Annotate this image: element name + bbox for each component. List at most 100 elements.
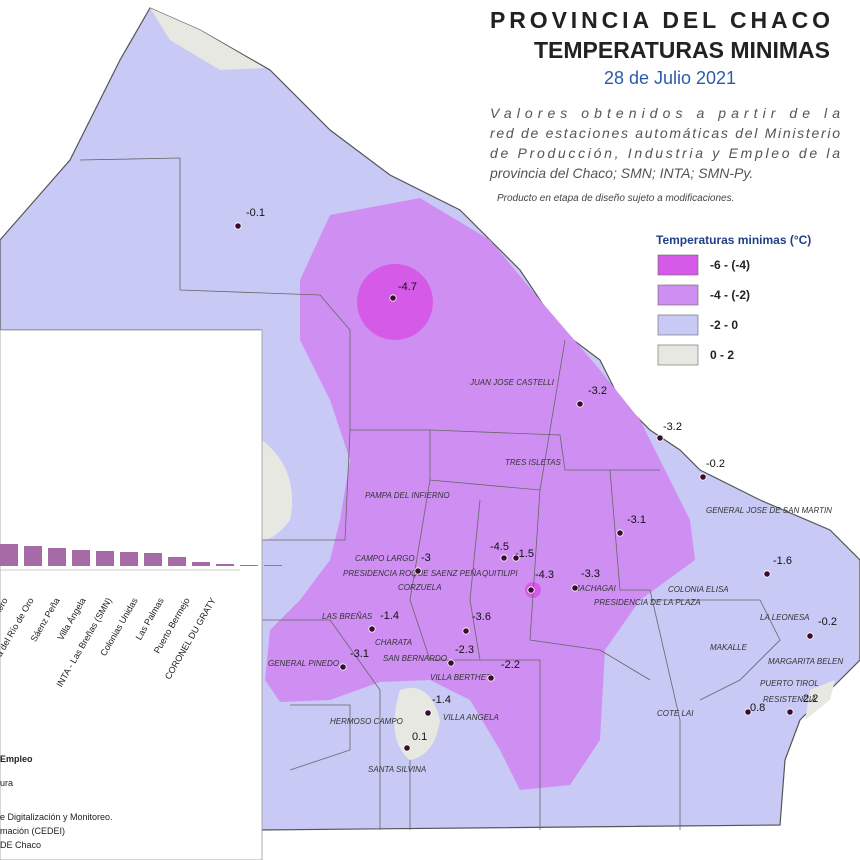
place-label: MACHAGAI [573, 584, 616, 593]
warm-zone [150, 8, 265, 70]
place-label: PRESIDENCIA ROQUE SAENZ PEÑA [343, 569, 481, 578]
station-dot [339, 663, 347, 671]
station-dot [616, 529, 624, 537]
station-value: 0.1 [412, 731, 427, 743]
warm-zone [805, 680, 835, 720]
title: TEMPERATURAS MINIMAS [534, 37, 830, 63]
station-dot [763, 570, 771, 578]
station-value: -3 [421, 552, 431, 564]
station-dot [512, 554, 520, 562]
inset-text: ura [0, 778, 13, 788]
legend-label: 0 - 2 [710, 348, 734, 362]
station-value: -2.2 [501, 659, 520, 671]
inset-text: e Digitalización y Monitoreo. [0, 812, 113, 822]
station-dot [576, 400, 584, 408]
department-borders [79, 157, 781, 830]
inset-text: Empleo [0, 754, 33, 764]
inset-bar [72, 550, 90, 566]
station-dot [571, 584, 579, 592]
place-label: QUITILIPI [482, 569, 518, 578]
station-dot [500, 554, 508, 562]
place-label: VILLA BERTHET [430, 673, 492, 682]
legend-swatch [657, 344, 699, 366]
place-label: MAKALLE [710, 643, 748, 652]
inset-bar [192, 562, 210, 566]
station-dot [744, 708, 752, 716]
inset-bar [120, 552, 138, 566]
station-dot [462, 627, 470, 635]
legend-label: -6 - (-4) [710, 258, 750, 272]
station-value: -4.7 [398, 281, 417, 293]
station-dot [234, 222, 242, 230]
station-value: -3.3 [581, 568, 600, 580]
place-label: CORZUELA [398, 583, 442, 592]
station-dot [403, 744, 411, 752]
station-value: -4.3 [535, 569, 554, 581]
station-dot [786, 708, 794, 716]
station-value: -3.1 [627, 514, 646, 526]
description: Valores obtenidos a partir de la [490, 105, 840, 121]
legend-label: -4 - (-2) [710, 288, 750, 302]
inset-bar [168, 557, 186, 566]
station-dot [527, 586, 535, 594]
inset-bar [96, 551, 114, 566]
inset-background [0, 329, 263, 860]
place-label: RESISTENCIA [763, 695, 816, 704]
inset-bar [24, 546, 42, 566]
title: PROVINCIA DEL CHACO [490, 7, 830, 33]
description: provincia del Chaco; SMN; INTA; SMN-Py. [489, 165, 753, 181]
place-label: PRESIDENCIA DE LA PLAZA [594, 598, 701, 607]
place-label: GENERAL PINEDO [268, 659, 339, 668]
station-dot [414, 567, 422, 575]
place-label: TRES ISLETAS [505, 458, 562, 467]
warm-zone [262, 440, 293, 540]
station-value: -2.3 [455, 644, 474, 656]
station-value: -1.4 [380, 610, 399, 622]
station-dot [424, 709, 432, 717]
station-value: -0.1 [246, 207, 265, 219]
place-label: VILLA ANGELA [443, 713, 499, 722]
legend-swatch [657, 284, 699, 306]
station-value: -3.1 [350, 648, 369, 660]
station-value: -3.6 [472, 611, 491, 623]
place-label: MARGARITA BELEN [768, 657, 843, 666]
coldest-zone [357, 264, 433, 340]
place-label: COTE LAI [657, 709, 694, 718]
station-value: -1.6 [773, 555, 792, 567]
inset-bar [216, 564, 234, 566]
cold-zone [265, 198, 695, 790]
place-label: GENERAL JOSE DE SAN MARTIN [706, 506, 832, 515]
legend-swatch [657, 314, 699, 336]
place-label: SANTA SILVINA [368, 765, 426, 774]
place-label: COLONIA ELISA [668, 585, 729, 594]
inset-panel [0, 329, 263, 860]
station-dot [389, 294, 397, 302]
station-value: 0.8 [750, 702, 765, 714]
place-label: CHARATA [375, 638, 412, 647]
station-value: -1.5 [515, 548, 534, 560]
inset-text: mación (CEDEI) [0, 826, 65, 836]
inset-bar [240, 565, 258, 566]
station-value: -4.5 [490, 541, 509, 553]
place-label: CAMPO LARGO [355, 554, 415, 563]
inset-bar [0, 544, 18, 566]
station-dot [699, 473, 707, 481]
station-dot [656, 434, 664, 442]
station-dot [447, 659, 455, 667]
station-dot [487, 674, 495, 682]
inset-bar [48, 548, 66, 566]
station-value: -0.2 [706, 458, 725, 470]
station-value: -1.4 [432, 694, 451, 706]
legend-swatch [657, 254, 699, 276]
description: red de estaciones automáticas del Minist… [490, 125, 840, 141]
place-label: SAN BERNARDO [383, 654, 447, 663]
station-value: -0.2 [818, 616, 837, 628]
description: de Producción, Industria y Empleo de la [490, 145, 840, 161]
place-label: LAS BREÑAS [322, 612, 373, 621]
inset-bar [144, 553, 162, 566]
legend-title: Temperaturas minimas (°C) [656, 233, 811, 247]
place-label: HERMOSO CAMPO [330, 717, 403, 726]
inset-text: DE Chaco [0, 840, 41, 850]
station-dot [806, 632, 814, 640]
